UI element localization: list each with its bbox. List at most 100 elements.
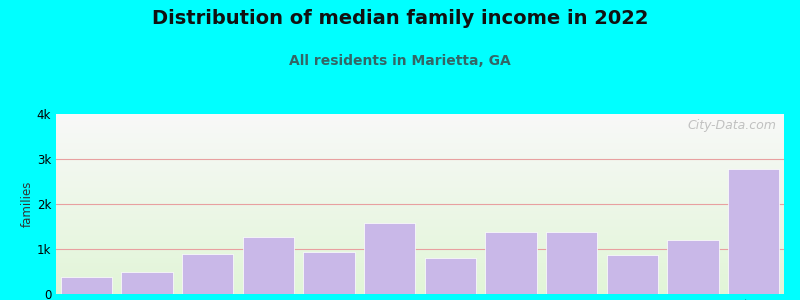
Bar <box>56 257 784 258</box>
Bar <box>242 237 294 294</box>
Bar <box>56 172 784 173</box>
Bar <box>56 253 784 254</box>
Bar <box>56 161 784 162</box>
Bar <box>56 227 784 228</box>
Bar <box>56 254 784 255</box>
Bar <box>56 292 784 293</box>
Bar <box>56 216 784 217</box>
Bar <box>56 133 784 134</box>
Bar <box>56 115 784 116</box>
Bar <box>56 194 784 195</box>
Bar <box>56 270 784 271</box>
Bar <box>56 160 784 161</box>
Bar <box>56 271 784 272</box>
Bar <box>56 225 784 226</box>
Bar <box>182 254 234 294</box>
Bar <box>56 275 784 276</box>
Bar <box>56 203 784 204</box>
Bar <box>56 287 784 288</box>
Bar <box>56 163 784 164</box>
Bar <box>56 238 784 239</box>
Text: Distribution of median family income in 2022: Distribution of median family income in … <box>152 9 648 28</box>
Bar <box>56 293 784 294</box>
Bar <box>364 223 415 294</box>
Bar <box>56 168 784 169</box>
Bar <box>56 186 784 187</box>
Bar <box>56 204 784 205</box>
Bar <box>56 123 784 124</box>
Bar <box>56 268 784 269</box>
Bar <box>56 134 784 135</box>
Bar <box>56 229 784 230</box>
Y-axis label: families: families <box>21 181 34 227</box>
Bar <box>56 237 784 238</box>
Bar <box>56 288 784 289</box>
Bar <box>56 165 784 166</box>
Bar <box>56 129 784 130</box>
Bar <box>56 223 784 224</box>
Bar <box>56 177 784 178</box>
Bar <box>56 212 784 213</box>
Bar <box>56 289 784 290</box>
Bar <box>56 281 784 282</box>
Bar <box>56 125 784 126</box>
Bar <box>56 242 784 243</box>
Bar <box>56 218 784 219</box>
Bar <box>56 205 784 206</box>
Bar <box>56 153 784 154</box>
Bar <box>56 284 784 285</box>
Bar <box>56 198 784 199</box>
Bar <box>56 252 784 253</box>
Bar <box>56 211 784 212</box>
Bar <box>56 264 784 265</box>
Bar <box>56 262 784 263</box>
Bar <box>56 269 784 270</box>
Bar <box>56 120 784 121</box>
Bar <box>56 266 784 267</box>
Bar <box>56 273 784 274</box>
Bar <box>56 114 784 115</box>
Bar <box>56 150 784 151</box>
Bar <box>56 230 784 231</box>
Bar <box>56 158 784 159</box>
Bar <box>56 179 784 180</box>
Bar <box>56 141 784 142</box>
Bar <box>56 160 784 161</box>
Bar <box>56 116 784 117</box>
Bar <box>56 189 784 190</box>
Bar <box>56 200 784 201</box>
Bar <box>56 128 784 129</box>
Bar <box>56 152 784 153</box>
Bar <box>56 248 784 249</box>
Bar <box>56 156 784 157</box>
Bar <box>56 228 784 229</box>
Bar <box>56 207 784 208</box>
Bar <box>56 171 784 172</box>
Bar <box>486 232 537 294</box>
Bar <box>56 265 784 266</box>
Bar <box>546 232 598 294</box>
Bar <box>56 234 784 235</box>
Bar <box>56 286 784 287</box>
Bar <box>56 154 784 155</box>
Bar <box>56 196 784 197</box>
Bar <box>56 226 784 227</box>
Bar <box>56 184 784 185</box>
Bar <box>56 259 784 260</box>
Bar <box>56 118 784 119</box>
Bar <box>56 231 784 232</box>
Bar <box>56 267 784 268</box>
Bar <box>56 276 784 277</box>
Bar <box>56 222 784 223</box>
Bar <box>56 213 784 214</box>
Bar <box>56 238 784 239</box>
Bar <box>56 214 784 215</box>
Bar <box>56 148 784 149</box>
Bar <box>56 195 784 196</box>
Bar <box>56 180 784 181</box>
Text: All residents in Marietta, GA: All residents in Marietta, GA <box>289 54 511 68</box>
Bar <box>56 235 784 236</box>
Bar <box>56 155 784 156</box>
Bar <box>728 169 779 294</box>
Bar <box>56 197 784 198</box>
